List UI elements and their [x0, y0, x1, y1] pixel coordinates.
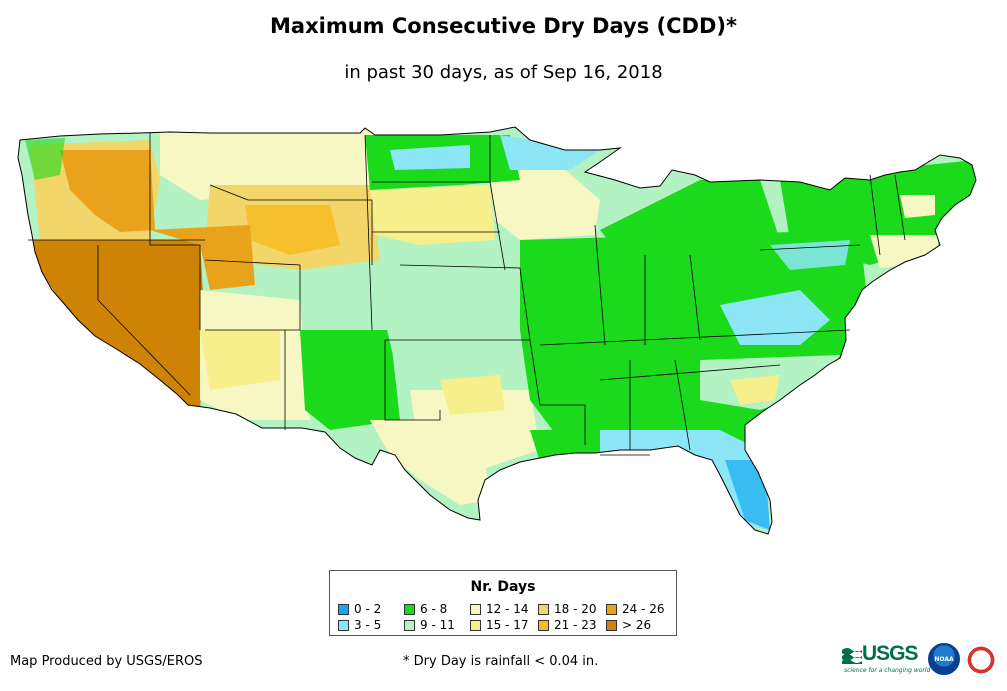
legend-title: Nr. Days	[470, 579, 536, 595]
legend-swatch	[404, 619, 415, 631]
map-legend: Nr. Days 0 - 2 3 - 5 6 - 8 9 - 11 12 - 14 15 …	[329, 570, 677, 636]
legend-swatch	[338, 603, 349, 615]
legend-item: 15 - 17	[470, 618, 529, 632]
legend-item: 3 - 5	[338, 618, 381, 632]
legend-swatch	[404, 603, 415, 615]
legend-item: 6 - 8	[404, 602, 447, 616]
credit-text: Map Produced by USGS/EROS	[10, 654, 203, 669]
dry-days-fill	[18, 127, 976, 534]
legend-label: 15 - 17	[486, 618, 529, 632]
legend-label: 21 - 23	[554, 618, 597, 632]
legend-item: 12 - 14	[470, 602, 529, 616]
map-subtitle: in past 30 days, as of Sep 16, 2018	[344, 62, 663, 83]
legend-swatch	[538, 619, 549, 631]
legend-label: 0 - 2	[354, 602, 382, 616]
legend-swatch	[470, 619, 481, 631]
legend-swatch	[470, 603, 481, 615]
usgs-tagline: science for a changing world	[844, 667, 931, 674]
legend-swatch	[338, 619, 349, 631]
legend-label: 9 - 11	[420, 618, 455, 632]
legend-item: 9 - 11	[404, 618, 455, 632]
legend-swatch	[606, 619, 617, 631]
usgs-wave-icon	[842, 648, 862, 664]
legend-label: > 26	[622, 618, 652, 632]
agency-logos: USGS science for a changing world NOAA	[842, 640, 1002, 680]
legend-swatch	[538, 603, 549, 615]
legend-label: 12 - 14	[486, 602, 529, 616]
state-borders	[28, 133, 906, 456]
legend-label: 6 - 8	[420, 602, 448, 616]
usgs-logo: USGS	[862, 642, 919, 665]
legend-label: 18 - 20	[554, 602, 597, 616]
dry-day-footnote: * Dry Day is rainfall < 0.04 in.	[403, 654, 599, 669]
legend-item: > 26	[606, 618, 651, 632]
map-title: Maximum Consecutive Dry Days (CDD)*	[270, 14, 737, 38]
legend-item: 24 - 26	[606, 602, 665, 616]
legend-label: 3 - 5	[354, 618, 382, 632]
noaa-logo: NOAA	[928, 643, 960, 675]
nws-logo-icon	[964, 643, 998, 677]
legend-item: 21 - 23	[538, 618, 597, 632]
legend-item: 18 - 20	[538, 602, 597, 616]
legend-label: 24 - 26	[622, 602, 665, 616]
legend-item: 0 - 2	[338, 602, 381, 616]
legend-swatch	[606, 603, 617, 615]
